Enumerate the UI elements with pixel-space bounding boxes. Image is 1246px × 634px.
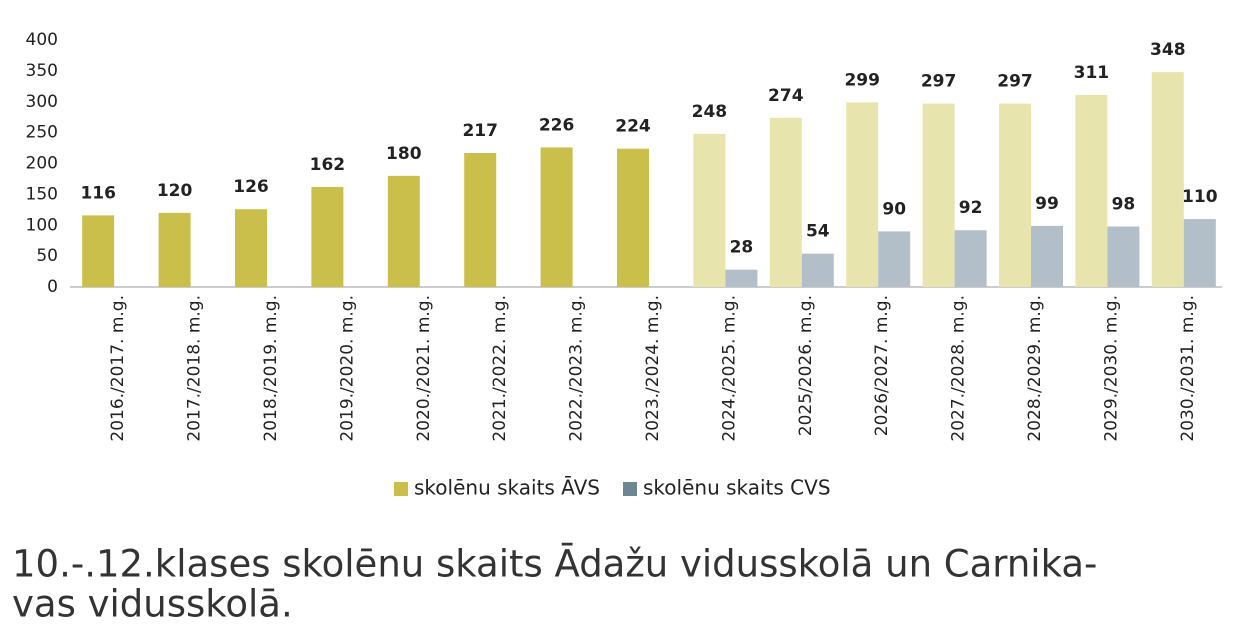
x-tick-label: 2020./2021. m.g.	[414, 295, 434, 442]
bar	[1031, 225, 1063, 287]
value-label: 224	[615, 117, 651, 137]
value-label: 348	[1150, 40, 1186, 60]
y-tick-label: 100	[26, 215, 58, 235]
x-tick-label: 2023./2024. m.g.	[643, 295, 663, 442]
bar	[235, 209, 267, 287]
bar	[954, 230, 987, 287]
bar	[725, 269, 758, 287]
value-label: 110	[1182, 187, 1218, 207]
legend-label: skolēnu skaits ĀVS	[414, 476, 600, 500]
value-label: 297	[921, 72, 957, 92]
value-label: 116	[80, 183, 116, 203]
value-label: 90	[882, 199, 906, 219]
x-tick-label: 2029./2030. m.g.	[1101, 295, 1121, 442]
bar	[387, 175, 420, 287]
value-label: 299	[844, 70, 880, 90]
value-label: 28	[730, 238, 754, 258]
bar	[540, 147, 573, 287]
x-tick-label: 2030./2031. m.g.	[1178, 295, 1198, 442]
value-label: 226	[539, 115, 575, 135]
value-label: 297	[997, 72, 1033, 92]
y-tick-label: 200	[26, 154, 58, 174]
value-label: 162	[310, 155, 346, 175]
x-tick-label: 2027./2028. m.g.	[949, 295, 969, 442]
value-label: 98	[1112, 194, 1136, 214]
value-label: 311	[1074, 63, 1110, 83]
x-tick-label: 2017./2018. m.g.	[185, 295, 205, 442]
value-label: 126	[233, 177, 269, 197]
y-tick-label: 0	[47, 277, 58, 297]
legend-label: skolēnu skaits CVS	[643, 476, 831, 500]
value-label: 274	[768, 86, 804, 106]
x-tick-label: 2026/2027. m.g.	[872, 295, 892, 436]
bar	[158, 212, 191, 287]
value-label: 54	[806, 222, 830, 242]
y-tick-label: 400	[26, 30, 58, 50]
bar	[999, 103, 1031, 287]
x-tick-label: 2018./2019. m.g.	[261, 295, 281, 442]
value-label: 92	[959, 198, 983, 218]
y-tick-label: 150	[26, 184, 58, 204]
value-label: 120	[157, 181, 193, 201]
bar	[1075, 94, 1108, 288]
x-tick-label: 2022./2023. m.g.	[567, 295, 587, 442]
x-tick-label: 2021./2022. m.g.	[490, 295, 510, 442]
legend-swatch	[394, 482, 408, 496]
value-label: 248	[692, 102, 728, 122]
bar	[801, 253, 834, 287]
bar	[846, 102, 879, 288]
y-tick-label: 250	[26, 123, 58, 143]
bar	[922, 103, 955, 287]
chart-title: vas vidusskolā.	[12, 583, 293, 626]
bar	[1151, 72, 1184, 287]
y-tick-label: 300	[26, 92, 58, 112]
x-tick-label: 2019./2020. m.g.	[337, 295, 357, 442]
bar	[769, 117, 802, 288]
y-tick-label: 50	[36, 246, 58, 266]
bar	[82, 215, 115, 287]
value-label: 99	[1035, 194, 1059, 214]
chart-title: 10.-.12.klases skolēnu skaits Ādažu vidu…	[12, 543, 1097, 586]
bar	[464, 153, 497, 287]
bar	[311, 186, 344, 287]
y-tick-label: 350	[26, 61, 58, 81]
value-label: 217	[462, 121, 498, 141]
bar	[1183, 219, 1216, 287]
x-tick-label: 2025/2026. m.g.	[796, 295, 816, 436]
bar	[1107, 226, 1140, 287]
x-tick-label: 2028./2029. m.g.	[1025, 295, 1045, 442]
x-tick-label: 2016./2017. m.g.	[108, 295, 128, 442]
bar	[693, 133, 726, 287]
bar	[617, 148, 649, 287]
bar	[878, 231, 911, 287]
value-label: 180	[386, 144, 422, 164]
x-tick-label: 2024./2025. m.g.	[719, 295, 739, 442]
legend-swatch	[623, 482, 637, 496]
